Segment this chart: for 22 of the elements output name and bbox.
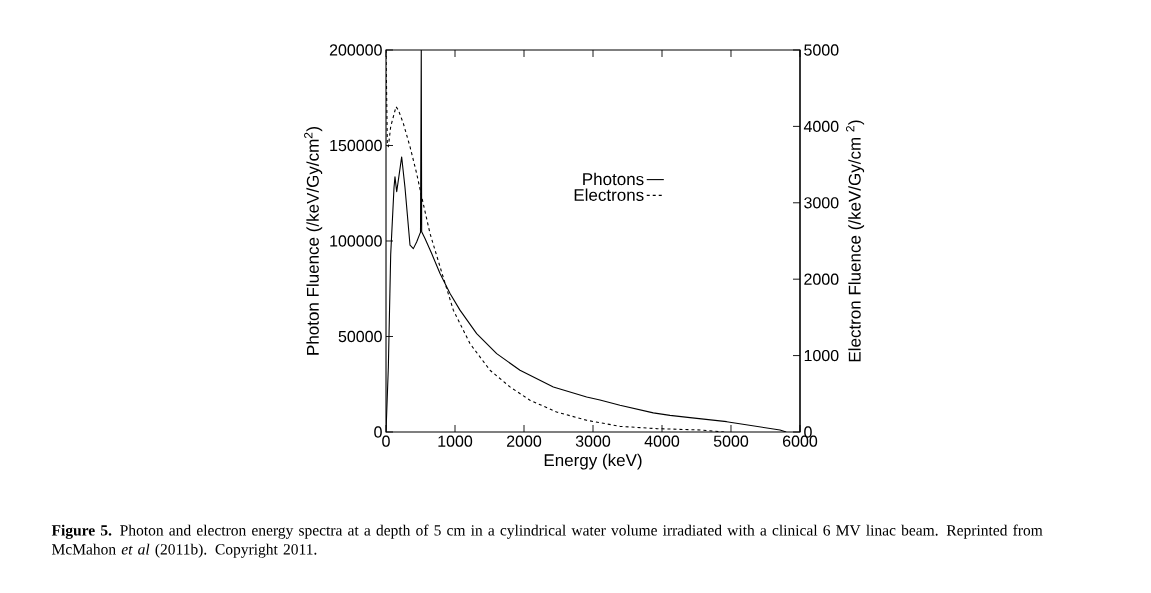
y2-tick-label: 2000 [804, 273, 839, 285]
x-tick-label: 3000 [575, 435, 611, 447]
text: Figure 5. Photon and electron energy spectra at a depth of 5 cm in a cylindrical water volume irradiated with a clinical 6 MV linac beam. Reprinted from McMahon et al (2011b). Copyright 2011. [51, 524, 1043, 558]
x-tick-label: 0 [382, 435, 390, 447]
y2-axis-title: Electron Fluence (/keV/Gy/cm $^{2}$) [845, 120, 865, 362]
x-tick-label: 4000 [644, 435, 680, 447]
x-tick-label: 5000 [713, 435, 749, 447]
y-axis-title: Photon Fluence (/keV/Gy/cm$^{2}$) [304, 126, 323, 355]
y2-tick-label: 3000 [804, 197, 839, 209]
y-tick-label: 150000 [330, 139, 382, 152]
y-tick-label: 100000 [330, 235, 382, 247]
y-tick-label: 0 [374, 426, 382, 438]
y2-tick-label: 4000 [803, 120, 839, 133]
x-axis-title: Energy (keV) [544, 453, 642, 470]
y-tick-label: 200000 [329, 44, 382, 56]
y2-tick-label: 1000 [804, 349, 839, 362]
x-tick-label: 2000 [507, 435, 542, 447]
x-tick-label: 1000 [438, 435, 473, 447]
y-tick-label: 50000 [338, 330, 382, 343]
legend-label: Electrons [574, 188, 644, 201]
legend-label: Photons [583, 172, 644, 186]
y2-tick-label: 5000 [804, 44, 839, 56]
